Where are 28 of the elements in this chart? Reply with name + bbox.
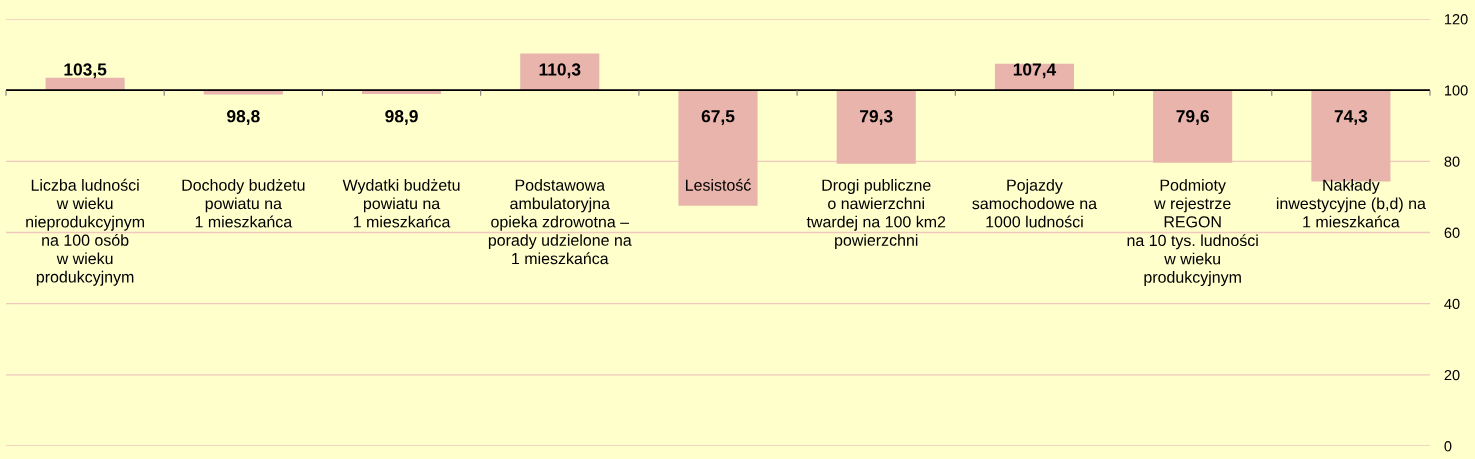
data-label: 110,3 bbox=[539, 63, 581, 79]
x-tick-label: Liczba ludności w wieku nieprodukcyjnym na 100 osób w wieku produkcyjnym bbox=[26, 178, 144, 286]
bar bbox=[678, 90, 758, 206]
y-tick-label: 80 bbox=[1444, 156, 1460, 167]
y-tick-label: 40 bbox=[1444, 298, 1460, 310]
data-label: 107,4 bbox=[1013, 63, 1057, 79]
data-label: 98,8 bbox=[227, 110, 260, 125]
bar bbox=[836, 90, 916, 164]
x-tick-label: Wydatki budżetu powiatu na 1 mieszkańca bbox=[342, 179, 460, 228]
y-tick-label: 20 bbox=[1444, 369, 1460, 381]
bar bbox=[1153, 90, 1233, 163]
data-label: 98,9 bbox=[385, 110, 418, 125]
data-label: 79,3 bbox=[860, 110, 893, 125]
data-label: 67,5 bbox=[701, 110, 735, 125]
data-label: 79,6 bbox=[1176, 110, 1209, 125]
data-label: 103,5 bbox=[64, 63, 107, 79]
x-tick-label: Pojazdy samochodowe na 1000 ludności bbox=[972, 179, 1098, 228]
y-tick-label: 0 bbox=[1444, 441, 1452, 452]
x-tick-label: Dochody budżetu powiatu na 1 mieszkańca bbox=[182, 179, 305, 228]
y-tick-label: 120 bbox=[1445, 14, 1468, 25]
x-tick-label: Podstawowa ambulatoryjna opieka zdrowotna – porady udzielone na 1 mieszkańca bbox=[488, 179, 632, 265]
x-tick-label: Drogi publiczne o nawierzchni twardej na 100 km2 powierzchni bbox=[806, 179, 946, 250]
data-label: 74,3 bbox=[1334, 110, 1368, 125]
y-tick-label: 100 bbox=[1445, 85, 1468, 96]
x-tick-label: Lesistość bbox=[686, 178, 751, 191]
x-tick-label: Podmioty w rejestrze REGON na 10 tys. ludności w wieku produkcyjnym bbox=[1127, 179, 1258, 286]
x-tick-label: Nakłady inwestycyjne (b,d) na 1 mieszkańca bbox=[1276, 179, 1426, 228]
y-tick-label: 60 bbox=[1444, 227, 1460, 238]
